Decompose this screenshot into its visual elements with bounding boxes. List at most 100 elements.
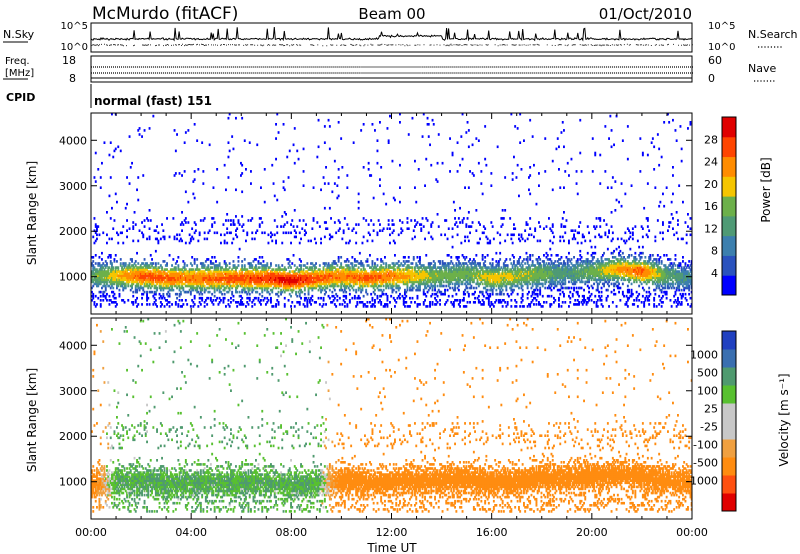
power-cell — [306, 299, 309, 302]
power-cell — [520, 268, 523, 271]
power-cell — [328, 266, 331, 269]
power-cell — [238, 282, 241, 286]
power-cell — [266, 274, 269, 277]
power-cell — [376, 274, 379, 277]
power-cell — [231, 290, 234, 294]
power-cell — [376, 264, 379, 267]
power-cell — [297, 301, 300, 304]
power-cell — [513, 280, 515, 284]
power-cell — [222, 276, 225, 280]
power-cell — [275, 272, 277, 275]
power-cell — [539, 292, 542, 296]
power-cell — [206, 268, 209, 271]
power-cell — [131, 301, 133, 304]
power-cell — [136, 278, 138, 282]
power-cell — [501, 288, 504, 292]
power-cell — [437, 278, 440, 282]
power-cell — [233, 266, 236, 269]
power-cell — [96, 278, 98, 282]
power-cell — [371, 276, 374, 280]
power-cell — [178, 233, 181, 237]
power-cell — [157, 280, 160, 284]
power-cell — [168, 278, 171, 282]
power-cell — [256, 280, 259, 284]
power-cell — [357, 270, 360, 273]
power-cell — [102, 292, 105, 296]
power-cell — [331, 264, 334, 267]
power-cell — [514, 272, 517, 275]
power-cell — [362, 266, 365, 269]
power-cell — [355, 274, 358, 277]
power-cell — [283, 305, 286, 308]
power-cell — [118, 276, 121, 280]
power-cell — [440, 282, 443, 286]
power-cell — [154, 274, 157, 277]
power-cell — [101, 280, 103, 284]
power-cell — [531, 299, 534, 302]
power-cell — [213, 284, 216, 288]
power-cell — [169, 268, 172, 271]
power-cell — [118, 274, 121, 277]
power-cell — [335, 278, 338, 282]
power-cell — [163, 270, 166, 273]
power-cell — [386, 299, 389, 302]
power-cell — [305, 278, 307, 282]
power-cell — [226, 227, 229, 230]
power-cell — [511, 278, 514, 282]
power-cell — [310, 262, 312, 265]
power-cell — [156, 288, 158, 292]
power-cell — [372, 268, 375, 271]
power-cell — [187, 274, 190, 277]
power-cell — [425, 294, 428, 298]
power-cell — [320, 282, 322, 286]
power-cell — [462, 299, 465, 302]
power-cell — [171, 268, 173, 271]
power-cell — [501, 217, 504, 220]
power-cell — [193, 170, 196, 173]
power-cell — [258, 223, 261, 226]
power-cell — [154, 280, 157, 284]
power-cell — [481, 254, 484, 257]
power-cell — [370, 276, 373, 280]
power-cell — [111, 272, 113, 275]
power-cell — [406, 268, 409, 271]
power-cell — [366, 272, 369, 275]
power-cell — [497, 299, 500, 302]
power-cell — [427, 123, 430, 126]
power-cell — [471, 272, 474, 275]
power-cell — [265, 284, 267, 288]
power-cell — [291, 274, 294, 277]
power-cell — [534, 274, 537, 277]
power-cell — [114, 280, 117, 284]
power-cell — [189, 305, 192, 308]
power-cell — [387, 284, 390, 288]
power-cell — [392, 196, 395, 200]
power-cell — [114, 305, 117, 308]
power-cell — [298, 301, 301, 304]
power-cell — [372, 284, 375, 288]
power-cell — [544, 278, 547, 282]
power-cell — [475, 274, 478, 277]
power-cell — [186, 276, 189, 280]
power-cell — [237, 301, 240, 304]
power-cell — [173, 276, 176, 280]
power-cell — [495, 268, 498, 271]
power-cell — [204, 288, 207, 292]
power-cell — [492, 266, 495, 269]
power-cell — [369, 276, 371, 280]
power-cell — [228, 276, 231, 280]
power-cell — [260, 280, 262, 284]
power-cell — [263, 270, 266, 273]
power-cell — [241, 264, 244, 267]
power-cell — [490, 268, 493, 271]
power-cell — [124, 272, 127, 275]
power-cell — [149, 219, 152, 222]
power-cell — [520, 296, 523, 300]
power-cell — [262, 284, 265, 288]
power-cell — [406, 288, 409, 292]
power-cell — [172, 274, 175, 277]
power-cell — [102, 278, 105, 282]
power-cell — [192, 192, 195, 196]
power-cell — [370, 280, 373, 284]
power-cell — [186, 284, 189, 288]
